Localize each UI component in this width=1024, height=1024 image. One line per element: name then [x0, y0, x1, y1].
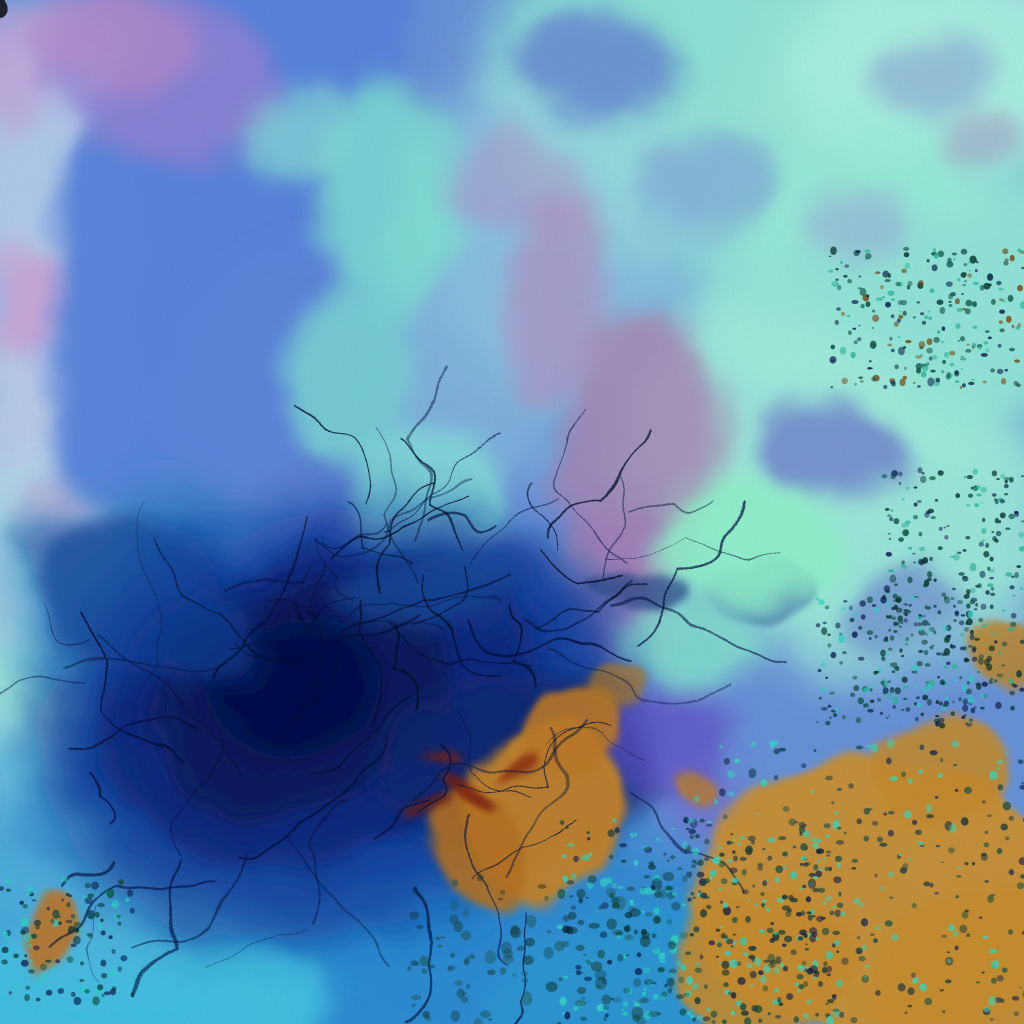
satellite-image-screenshot: [0, 0, 1024, 1024]
satellite-canvas: [0, 0, 1024, 1024]
film-grain-overlay: [0, 0, 1024, 1024]
